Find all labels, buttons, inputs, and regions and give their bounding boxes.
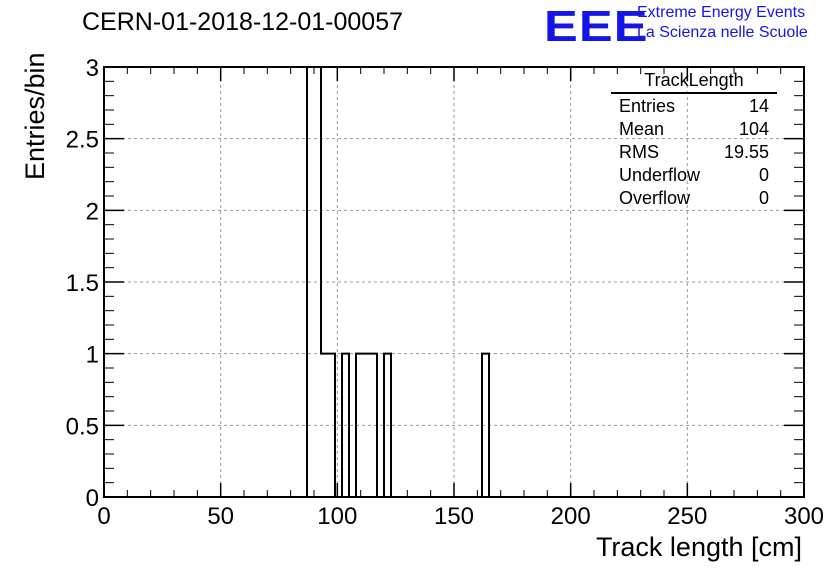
x-tick-label: 150 (434, 503, 474, 530)
stats-row: Entries 14 (611, 95, 777, 118)
logo-text-line1: Extreme Energy Events (637, 4, 806, 21)
stats-value: 0 (758, 188, 769, 208)
chart-title: CERN-01-2018-12-01-00057 (82, 8, 404, 36)
stats-row: RMS 19.55 (611, 141, 777, 164)
y-tick-label: 0 (86, 485, 99, 512)
stats-label: RMS (619, 142, 659, 162)
x-tick-label: 0 (97, 503, 110, 530)
tick-labels: 0 50 100 150 200 250 300 0 0.5 1 1.5 2 2.5 3 (66, 55, 824, 530)
x-tick-label: 100 (317, 503, 357, 530)
eee-logo: EEE (544, 2, 649, 51)
stats-row: Mean 104 (611, 118, 777, 141)
y-tick-label: 2 (86, 198, 99, 225)
y-tick-label: 1.5 (66, 270, 99, 297)
x-tick-label: 250 (667, 503, 707, 530)
x-axis-label: Track length [cm] (595, 532, 802, 562)
stats-value: 104 (738, 119, 769, 139)
stats-label: Overflow (619, 188, 691, 208)
plot-frame (103, 66, 805, 498)
y-tick-label: 3 (86, 55, 99, 82)
x-tick-label: 300 (784, 503, 824, 530)
stats-row: Overflow 0 (611, 187, 777, 210)
x-tick-label: 200 (551, 503, 591, 530)
stats-label: Mean (619, 119, 665, 139)
x-tick-label: 50 (207, 503, 234, 530)
y-tick-label: 1 (86, 342, 99, 369)
stats-row: Underflow 0 (611, 164, 777, 187)
stats-box: TrackLength Entries 14 Mean 104 RMS 19.5… (611, 70, 777, 210)
stats-value: 0 (758, 165, 769, 185)
y-tick-label: 0.5 (66, 413, 99, 440)
y-axis-label: Entries/bin (20, 52, 50, 180)
stats-label: Underflow (619, 165, 701, 185)
stats-value: 19.55 (723, 142, 769, 162)
stats-title: TrackLength (611, 70, 777, 94)
logo-text-line2: La Scienza nelle Scuole (637, 24, 808, 41)
y-tick-label: 2.5 (66, 127, 99, 154)
stats-value: 14 (748, 96, 769, 116)
grid-lines (104, 67, 804, 497)
stats-label: Entries (619, 96, 676, 116)
